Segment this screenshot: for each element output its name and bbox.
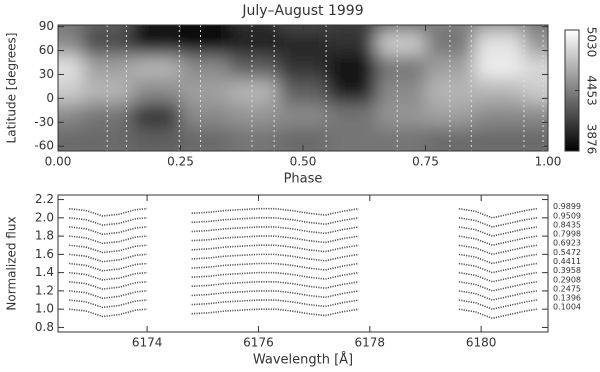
flux-profile <box>69 244 537 256</box>
x-tick-label: 1.00 <box>535 155 562 169</box>
y-tick-label: 90 <box>39 19 54 33</box>
x-tick-label: 6180 <box>466 336 497 350</box>
map-cell <box>58 127 84 151</box>
map <box>58 25 548 151</box>
flux-profile <box>69 299 537 310</box>
flux-profile <box>69 253 537 265</box>
flux-profile <box>69 217 537 228</box>
y-tick-label: 0 <box>46 91 54 105</box>
profile-phase-label: 0.9899 <box>553 202 581 211</box>
y-tick-label: 1.4 <box>35 265 54 279</box>
map-cell <box>180 127 231 151</box>
profile-phase-label: 0.3958 <box>553 266 581 275</box>
profile-phase-label: 0.7998 <box>553 230 581 239</box>
flux-profile <box>69 207 537 219</box>
y-tick-label: -60 <box>34 139 54 153</box>
y-tick-label: 2.2 <box>35 192 54 206</box>
map-cell <box>327 127 378 151</box>
chart-title: July–August 1999 <box>241 3 363 19</box>
profile-phase-label: 0.5472 <box>553 248 581 257</box>
x-tick-label: 6176 <box>243 336 274 350</box>
y-tick-label: 60 <box>39 43 54 57</box>
plot-frame <box>57 24 549 152</box>
profile-phase-label: 0.8435 <box>553 220 581 229</box>
map-cell <box>474 127 525 151</box>
y-tick-label: 1.6 <box>35 247 54 261</box>
x-axis-label: Phase <box>284 172 323 187</box>
flux-profile <box>69 280 537 292</box>
map-cell <box>229 127 280 151</box>
map-cell <box>278 127 329 151</box>
colorbar-label: 5030 <box>585 27 599 58</box>
y-tick-label: 2.0 <box>35 210 54 224</box>
x-tick-label: 6174 <box>132 336 163 350</box>
y-tick-label: 30 <box>39 67 54 81</box>
flux-profile <box>69 271 537 283</box>
x-axis-label: Wavelength [Å] <box>253 352 353 368</box>
y-axis-label: Normalized flux <box>5 216 19 310</box>
flux-profile <box>69 290 537 301</box>
flux-profile <box>69 235 537 247</box>
profile-phase-label: 0.4411 <box>553 257 581 266</box>
x-tick-label: 0.50 <box>290 155 317 169</box>
y-tick-label: 1.8 <box>35 229 54 243</box>
map-cell <box>376 127 427 151</box>
profile-phase-label: 0.2475 <box>553 284 581 293</box>
map-cell <box>425 127 476 151</box>
profile-phase-label: 0.1004 <box>553 303 581 312</box>
colorbar-label: 3876 <box>585 124 599 155</box>
x-tick-label: 0.25 <box>167 155 194 169</box>
plot-frame <box>57 194 549 333</box>
y-tick-label: 1.0 <box>35 302 54 316</box>
map-clip <box>58 25 548 151</box>
flux-profile <box>69 226 537 237</box>
y-axis-label: Latitude [degrees] <box>5 33 19 144</box>
x-tick-label: 0.75 <box>412 155 439 169</box>
flux-profile <box>69 262 537 274</box>
profile-phase-label: 0.6923 <box>553 239 581 248</box>
map-cell <box>82 127 133 151</box>
x-tick-label: 0.00 <box>45 155 72 169</box>
profile-phase-label: 0.2908 <box>553 275 581 284</box>
profile-phase-label: 0.9509 <box>553 211 581 220</box>
y-tick-label: -30 <box>34 115 54 129</box>
colorbar-label: 4453 <box>585 75 599 106</box>
map-cell <box>131 127 182 151</box>
flux-profile <box>69 308 537 320</box>
x-tick-label: 6178 <box>355 336 386 350</box>
y-tick-label: 0.8 <box>35 320 54 334</box>
y-tick-label: 1.2 <box>35 283 54 297</box>
profile-phase-label: 0.1396 <box>553 294 581 303</box>
map-cell <box>523 127 548 151</box>
